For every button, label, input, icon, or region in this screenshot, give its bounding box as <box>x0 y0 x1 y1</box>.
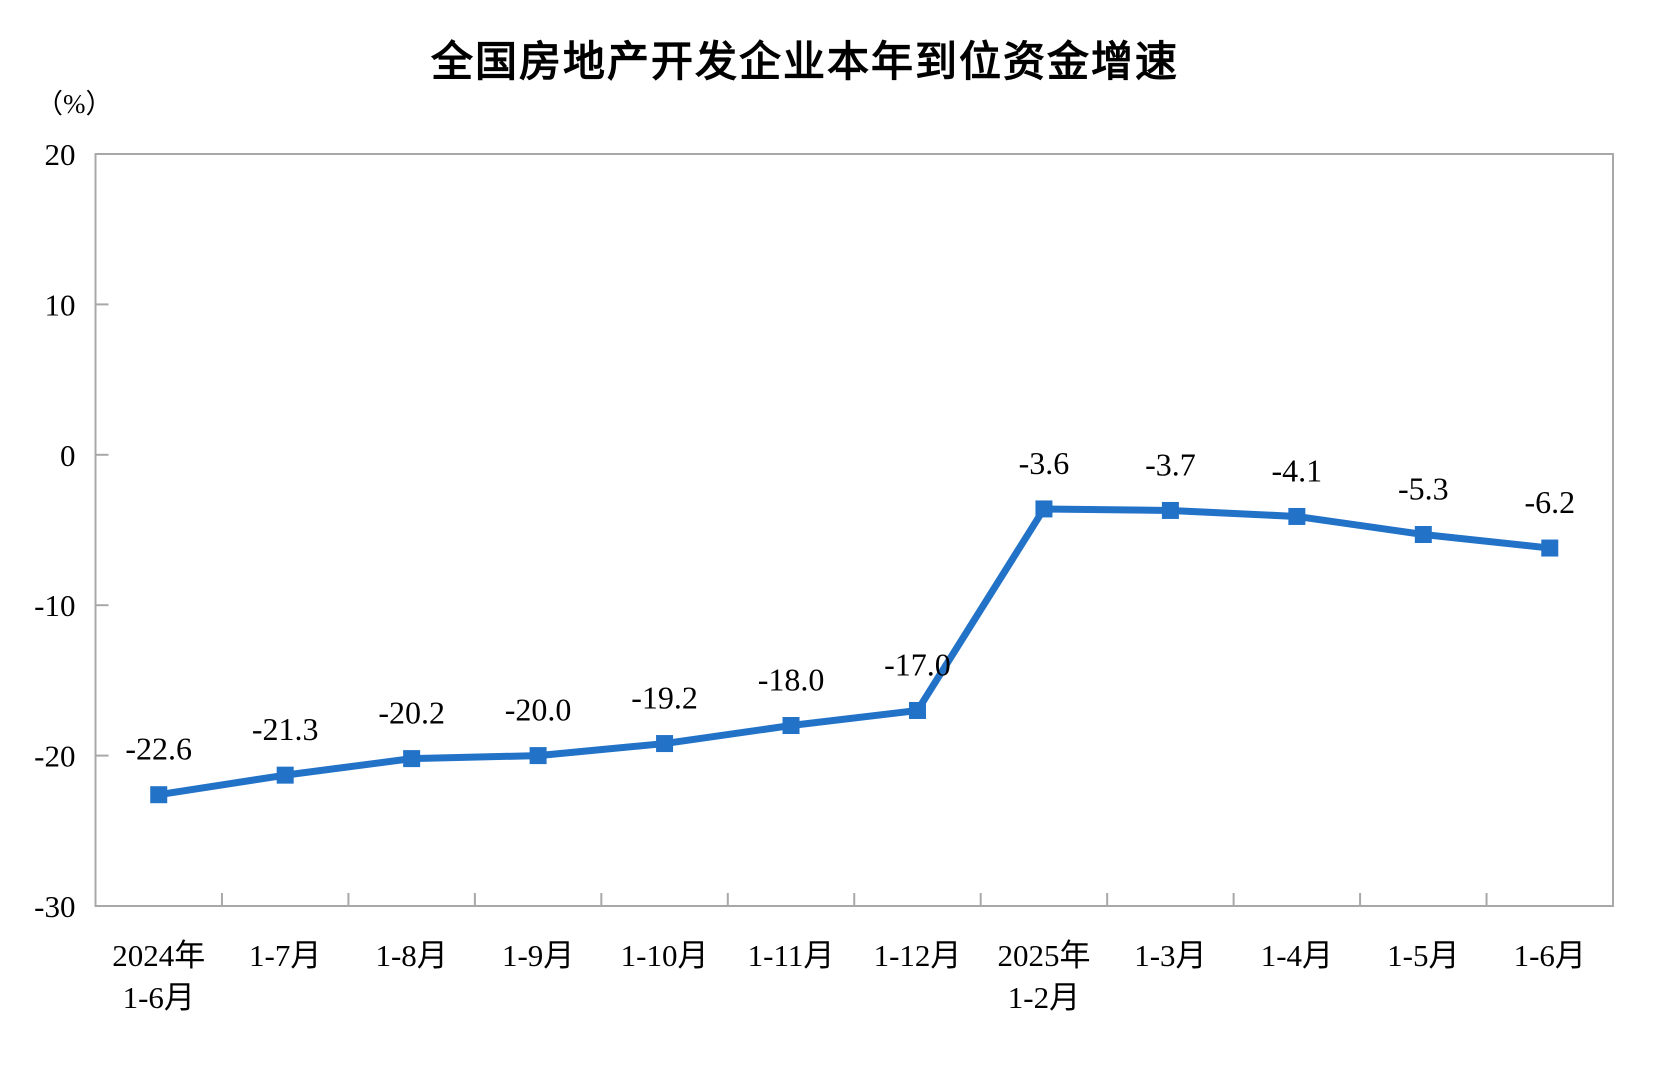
x-tick-label: 1-9月 <box>502 938 574 973</box>
data-point-marker <box>908 701 926 719</box>
data-point-label: -17.0 <box>884 646 951 682</box>
data-series-line <box>155 505 1554 799</box>
data-point-marker <box>276 766 294 784</box>
chart-title: 全国房地产开发企业本年到位资金增速 <box>430 38 1179 85</box>
x-tick-label: 1-11月 <box>748 938 835 973</box>
y-tick-label: 20 <box>45 137 76 172</box>
y-tick-label: -20 <box>34 739 75 774</box>
x-tick-label: 1-5月 <box>1387 938 1459 973</box>
data-point-label: -22.6 <box>125 731 192 767</box>
data-point-label: -5.3 <box>1398 471 1449 507</box>
data-point-marker <box>1288 507 1306 525</box>
x-tick-label: 1-3月 <box>1134 938 1206 973</box>
y-tick-label: -30 <box>34 889 75 924</box>
y-tick-label: 10 <box>45 287 76 322</box>
data-point-marker <box>529 747 547 765</box>
data-point-label: -21.3 <box>252 711 319 747</box>
data-point-label: -6.2 <box>1524 484 1575 520</box>
x-tick-label: 2024年 1-6月 <box>112 938 205 1015</box>
x-tick-label: 1-4月 <box>1261 938 1333 973</box>
data-point-label: -18.0 <box>758 662 825 698</box>
x-tick-label: 1-12月 <box>874 938 962 973</box>
y-tick-label: 0 <box>60 438 76 473</box>
data-point-marker <box>782 717 800 735</box>
y-axis-unit-label: （%） <box>36 89 113 119</box>
data-point-marker <box>403 750 421 768</box>
data-point-marker <box>1035 500 1053 518</box>
data-point-label: -19.2 <box>631 680 698 716</box>
data-point-label: -3.6 <box>1019 445 1070 481</box>
x-tick-label: 2025年 1-2月 <box>997 938 1090 1015</box>
data-point-label: -3.7 <box>1145 446 1196 482</box>
data-point-marker <box>1414 526 1432 544</box>
x-tick-label: 1-6月 <box>1514 938 1586 973</box>
y-tick-label: -10 <box>34 588 75 623</box>
data-point-marker <box>150 786 168 804</box>
data-point-marker <box>656 735 674 753</box>
data-point-label: -20.0 <box>505 692 572 728</box>
x-tick-label: 1-10月 <box>621 938 709 973</box>
data-point-marker <box>1161 501 1179 519</box>
x-tick-label: 1-7月 <box>249 938 321 973</box>
data-point-marker <box>1541 539 1559 557</box>
data-point-label: -4.1 <box>1272 452 1323 488</box>
x-tick-label: 1-8月 <box>375 938 447 973</box>
data-point-label: -20.2 <box>378 695 445 731</box>
